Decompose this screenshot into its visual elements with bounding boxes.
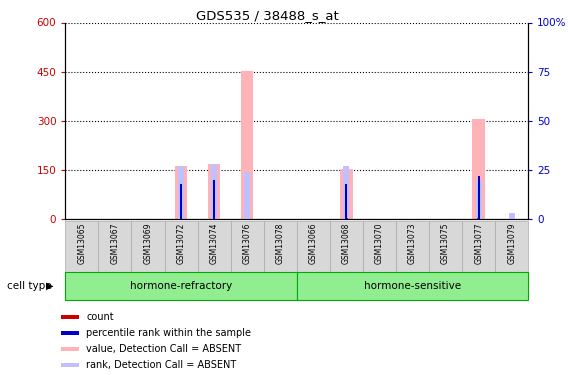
FancyBboxPatch shape <box>330 221 363 272</box>
Bar <box>477 218 480 219</box>
Bar <box>178 166 184 219</box>
FancyBboxPatch shape <box>363 221 396 272</box>
Bar <box>61 347 79 351</box>
Text: GSM13066: GSM13066 <box>309 223 318 264</box>
Bar <box>478 176 479 219</box>
Text: GSM13068: GSM13068 <box>342 223 351 264</box>
Bar <box>211 164 217 219</box>
Bar <box>509 213 515 219</box>
Text: value, Detection Call = ABSENT: value, Detection Call = ABSENT <box>86 344 241 354</box>
Bar <box>241 71 253 219</box>
Text: rank, Detection Call = ABSENT: rank, Detection Call = ABSENT <box>86 360 236 370</box>
Bar <box>345 184 348 219</box>
Text: GSM13076: GSM13076 <box>243 223 252 264</box>
Bar <box>61 331 79 335</box>
FancyBboxPatch shape <box>429 221 462 272</box>
FancyBboxPatch shape <box>396 221 429 272</box>
Bar <box>61 315 79 320</box>
FancyBboxPatch shape <box>296 221 330 272</box>
Bar <box>175 166 187 219</box>
Text: count: count <box>86 312 114 322</box>
Text: GSM13065: GSM13065 <box>77 223 86 264</box>
Text: GSM13075: GSM13075 <box>441 223 450 264</box>
Bar <box>180 184 182 219</box>
FancyBboxPatch shape <box>165 221 198 272</box>
FancyBboxPatch shape <box>198 221 231 272</box>
FancyBboxPatch shape <box>297 272 528 300</box>
Bar <box>179 218 182 219</box>
Text: GSM13070: GSM13070 <box>375 223 384 264</box>
FancyBboxPatch shape <box>65 272 297 300</box>
Text: ▶: ▶ <box>45 281 53 291</box>
Text: GSM13077: GSM13077 <box>474 223 483 264</box>
Bar <box>475 180 482 219</box>
Text: GSM13078: GSM13078 <box>275 223 285 264</box>
Text: cell type: cell type <box>7 281 52 291</box>
Text: GDS535 / 38488_s_at: GDS535 / 38488_s_at <box>195 9 339 22</box>
Text: hormone-refractory: hormone-refractory <box>130 281 232 291</box>
FancyBboxPatch shape <box>131 221 165 272</box>
Text: GSM13073: GSM13073 <box>408 223 417 264</box>
FancyBboxPatch shape <box>495 221 528 272</box>
Text: hormone-sensitive: hormone-sensitive <box>364 281 461 291</box>
Text: percentile rank within the sample: percentile rank within the sample <box>86 328 251 338</box>
Bar <box>340 169 353 219</box>
Bar <box>61 363 79 367</box>
Text: GSM13067: GSM13067 <box>110 223 119 264</box>
FancyBboxPatch shape <box>462 221 495 272</box>
Bar <box>244 172 250 219</box>
Bar <box>345 218 348 219</box>
Text: GSM13079: GSM13079 <box>507 223 516 264</box>
FancyBboxPatch shape <box>65 221 98 272</box>
Bar <box>208 164 220 219</box>
FancyBboxPatch shape <box>264 221 296 272</box>
FancyBboxPatch shape <box>98 221 131 272</box>
Bar <box>213 180 215 219</box>
Text: GSM13072: GSM13072 <box>177 223 186 264</box>
FancyBboxPatch shape <box>231 221 264 272</box>
Bar <box>213 218 215 219</box>
Bar <box>473 119 485 219</box>
Bar <box>344 166 349 219</box>
Text: GSM13074: GSM13074 <box>210 223 219 264</box>
Text: GSM13069: GSM13069 <box>144 223 152 264</box>
